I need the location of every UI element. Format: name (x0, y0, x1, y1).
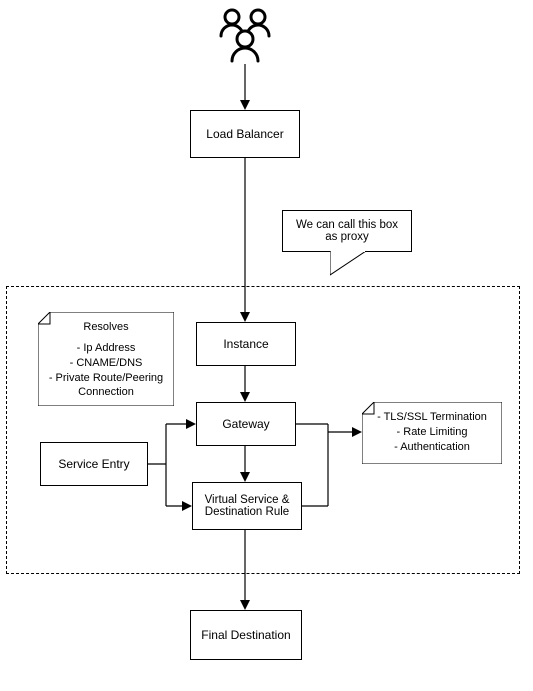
resolves-line-2: - Private Route/Peering Connection (42, 371, 170, 401)
resolves-note: Resolves - Ip Address - CNAME/DNS - Priv… (38, 312, 174, 406)
resolves-title: Resolves (42, 320, 170, 335)
vsdr-box: Virtual Service & Destination Rule (192, 482, 302, 530)
instance-label: Instance (223, 337, 268, 351)
vsdr-label: Virtual Service & Destination Rule (197, 494, 297, 518)
service-entry-box: Service Entry (40, 442, 148, 486)
resolves-line-1: - CNAME/DNS (42, 356, 170, 371)
instance-box: Instance (196, 322, 296, 366)
resolves-line-0: - Ip Address (42, 341, 170, 356)
features-note: - TLS/SSL Termination - Rate Limiting - … (362, 402, 502, 464)
proxy-callout-tail (330, 251, 370, 277)
arrow-users-to-lb (244, 64, 246, 110)
gateway-label: Gateway (222, 417, 269, 431)
gateway-box: Gateway (196, 402, 296, 446)
features-line-0: - TLS/SSL Termination (366, 410, 498, 425)
users-icon (210, 6, 280, 64)
features-line-1: - Rate Limiting (366, 425, 498, 440)
proxy-callout-text: We can call this box as proxy (289, 219, 405, 243)
load-balancer-label: Load Balancer (206, 127, 283, 141)
load-balancer-box: Load Balancer (190, 110, 300, 158)
proxy-callout: We can call this box as proxy (282, 210, 412, 252)
service-entry-label: Service Entry (58, 457, 129, 471)
features-line-2: - Authentication (366, 440, 498, 455)
final-destination-label: Final Destination (201, 628, 290, 642)
final-destination-box: Final Destination (190, 610, 302, 660)
